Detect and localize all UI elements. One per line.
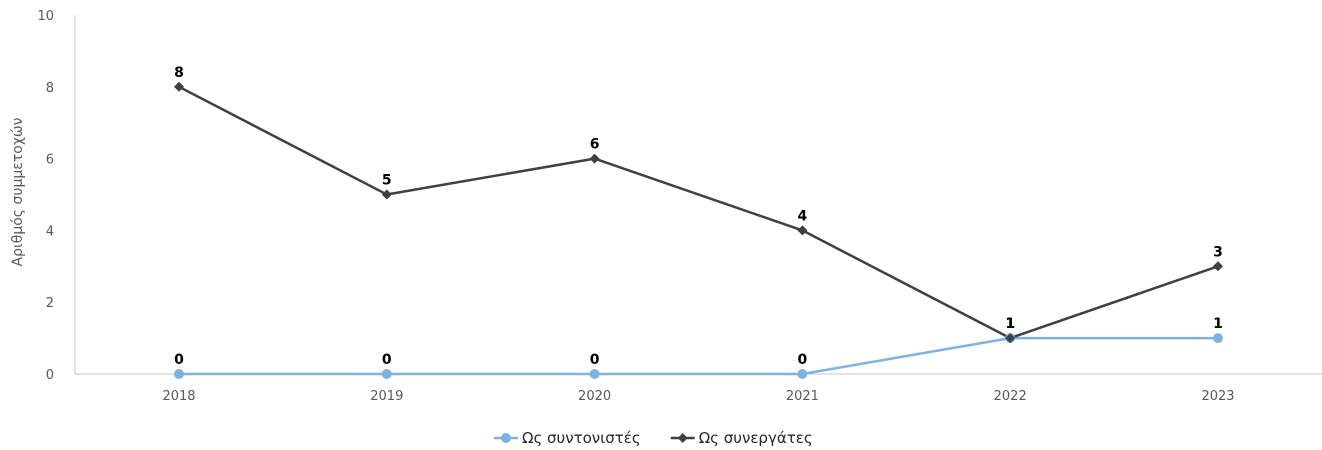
series-2-point [381, 189, 392, 200]
y-axis-ticks: 0 2 4 6 8 10 [37, 9, 54, 383]
series-1-data-label: 1 [1005, 316, 1015, 332]
series-2-point [797, 225, 808, 236]
series-2-data-label: 6 [590, 137, 600, 153]
legend-item-1[interactable]: Ως συντονιστές [494, 429, 641, 447]
series-1-point [381, 369, 392, 379]
series-line-2 [178, 85, 1219, 340]
series-2-data-label: 8 [174, 65, 184, 81]
series-1-data-label: 0 [590, 352, 600, 368]
x-tick-label: 2023 [1201, 389, 1234, 404]
series-lines [178, 85, 1219, 376]
series-2-point [1005, 333, 1016, 344]
y-tick-label: 6 [46, 153, 54, 168]
y-tick-label: 10 [37, 9, 54, 24]
series-2-point [1213, 261, 1223, 272]
series-2-point [174, 81, 184, 92]
x-tick-label: 2021 [786, 389, 819, 404]
legend-marker-swatch [677, 433, 688, 443]
series-1-point [589, 369, 600, 379]
x-axis-ticks: 2018 2019 2020 2021 2022 2023 [162, 389, 1234, 404]
y-tick-label: 8 [46, 81, 54, 96]
y-axis-title: Αριθμός συμμετοχών [10, 117, 26, 266]
series-1-point [1213, 333, 1223, 344]
x-tick-label: 2022 [994, 389, 1027, 404]
legend-marker-swatch [501, 433, 511, 443]
series-2-data-label: 3 [1213, 244, 1223, 260]
legend-item-2[interactable]: Ως συνεργάτες [670, 429, 813, 447]
series-1-point [797, 369, 808, 379]
series-1-data-label: 0 [798, 352, 808, 368]
series-1-data-label: 0 [382, 352, 392, 368]
series-2-data-label: 4 [798, 208, 808, 224]
legend: Ως συντονιστές Ως συνεργάτες [494, 429, 813, 447]
x-tick-label: 2019 [370, 389, 403, 404]
legend-label: Ως συνεργάτες [699, 429, 813, 447]
x-tick-label: 2020 [578, 389, 611, 404]
legend-label: Ως συντονιστές [522, 429, 641, 447]
y-tick-label: 4 [46, 224, 54, 239]
x-tick-label: 2018 [162, 389, 195, 404]
y-axis-title-group: Αριθμός συμμετοχών [10, 117, 26, 266]
y-tick-label: 0 [46, 368, 54, 383]
series-2-point [589, 153, 600, 164]
series-line-1 [179, 336, 1218, 376]
series-1-data-label: 0 [174, 352, 184, 368]
series-markers [174, 81, 1223, 379]
series-1-data-label: 1 [1213, 316, 1223, 332]
y-tick-label: 2 [46, 296, 54, 311]
series-2-data-label: 5 [382, 173, 392, 189]
series-2-data-label: 1 [1005, 316, 1015, 332]
series-1-point [174, 369, 184, 379]
